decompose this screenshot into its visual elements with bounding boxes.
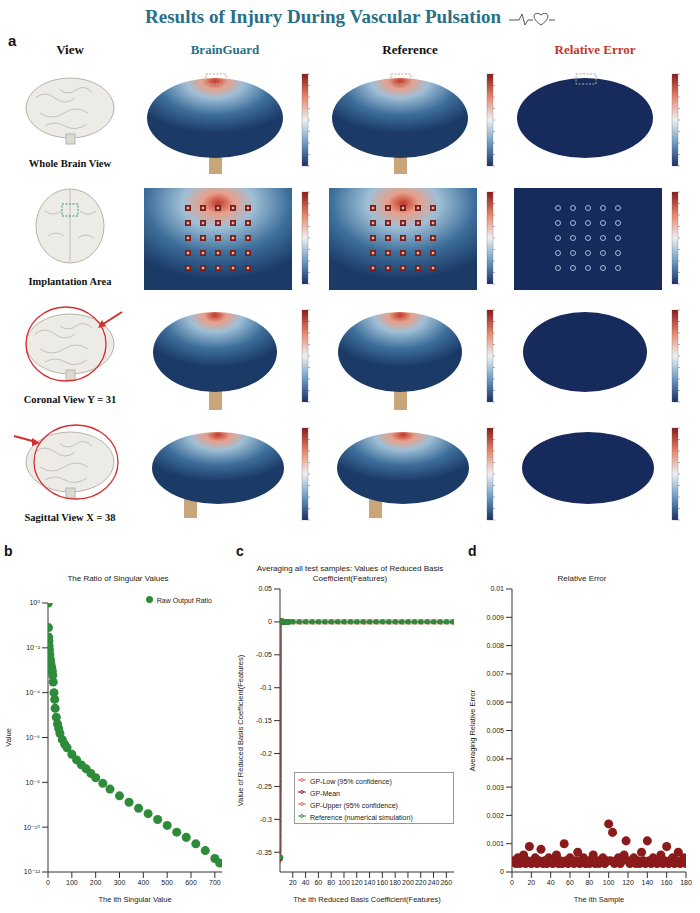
html-text:b: b: [4, 543, 13, 559]
html-text:Sagittal View X = 38: Sagittal View X = 38: [24, 512, 116, 523]
svg-text:180: 180: [389, 879, 401, 886]
html-text:Relative Error: Relative Error: [557, 574, 607, 583]
html-text:Relative Error: Relative Error: [554, 42, 636, 57]
svg-text:10⁻⁴: 10⁻⁴: [26, 689, 41, 696]
html-text:Coronal View Y = 31: Coronal View Y = 31: [23, 394, 117, 405]
html-text:Averaging all test samples: Va: Averaging all test samples: Values of Re…: [256, 564, 444, 583]
svg-text:0.05: 0.05: [258, 585, 272, 592]
html-text:View: View: [56, 42, 84, 57]
svg-text:0: 0: [500, 868, 504, 875]
svg-text:160: 160: [377, 879, 389, 886]
svg-text:120: 120: [622, 879, 634, 886]
svg-text:-0.35: -0.35: [256, 849, 272, 856]
svg-text:80: 80: [585, 879, 593, 886]
svg-text:The ith Reduced Basis Coeffici: The ith Reduced Basis Coefficient(Featur…: [293, 895, 441, 904]
html-text:BrainGuard: BrainGuard: [190, 42, 260, 57]
svg-text:0.006: 0.006: [486, 699, 504, 706]
html-text:GP-Low (95% confidence): GP-Low (95% confidence): [310, 778, 392, 785]
html-text:GP-Upper (95% confidence): GP-Upper (95% confidence): [310, 802, 398, 809]
svg-text:-0.15: -0.15: [256, 717, 272, 724]
svg-text:10⁻⁶: 10⁻⁶: [26, 734, 40, 741]
html-text:a: a: [8, 32, 17, 49]
svg-text:300: 300: [114, 879, 126, 886]
svg-text:0: 0: [46, 879, 50, 886]
svg-text:120: 120: [351, 879, 363, 886]
svg-text:0.004: 0.004: [486, 755, 504, 762]
svg-text:140: 140: [641, 879, 653, 886]
svg-text:The ith Sample: The ith Sample: [574, 895, 624, 904]
svg-text:160: 160: [661, 879, 673, 886]
svg-text:0.01: 0.01: [490, 585, 504, 592]
svg-text:100: 100: [66, 879, 78, 886]
html-text:Reference (numerical simulatio: Reference (numerical simulation): [310, 814, 413, 821]
svg-text:Value: Value: [4, 728, 13, 747]
svg-text:-0.1: -0.1: [260, 684, 272, 691]
svg-text:10⁻⁸: 10⁻⁸: [26, 779, 40, 786]
html-text:Implantation Area: Implantation Area: [28, 276, 112, 287]
html-text:d: d: [468, 543, 477, 559]
svg-text:0.009: 0.009: [486, 614, 504, 621]
svg-text:0.008: 0.008: [486, 642, 504, 649]
svg-text:20: 20: [527, 879, 535, 886]
html-text:Results of Injury During Vascu: Results of Injury During Vascular Pulsat…: [145, 6, 501, 27]
svg-text:40: 40: [302, 879, 310, 886]
html-text:Whole Brain View: Whole Brain View: [28, 158, 112, 169]
svg-text:60: 60: [566, 879, 574, 886]
svg-text:0.007: 0.007: [486, 670, 504, 677]
svg-text:140: 140: [364, 879, 376, 886]
svg-text:500: 500: [161, 879, 173, 886]
svg-text:-0.3: -0.3: [260, 816, 272, 823]
svg-text:0.005: 0.005: [486, 727, 504, 734]
svg-text:100: 100: [603, 879, 615, 886]
svg-text:Value of Reduced Basis Coeffic: Value of Reduced Basis Coefficient(Featu…: [236, 654, 245, 806]
svg-text:-0.2: -0.2: [260, 750, 272, 757]
svg-text:0: 0: [510, 879, 514, 886]
svg-text:10⁻²: 10⁻²: [26, 644, 40, 651]
svg-text:240: 240: [428, 879, 440, 886]
svg-text:10⁻¹⁰: 10⁻¹⁰: [23, 824, 40, 831]
svg-text:0.003: 0.003: [486, 784, 504, 791]
svg-text:10⁰: 10⁰: [29, 599, 40, 606]
svg-text:20: 20: [289, 879, 297, 886]
svg-text:-0.05: -0.05: [256, 651, 272, 658]
svg-text:600: 600: [185, 879, 197, 886]
svg-text:700: 700: [209, 879, 221, 886]
html-text:The Ratio of Singular Values: The Ratio of Singular Values: [67, 574, 169, 583]
html-text:Raw Output Ratio: Raw Output Ratio: [156, 597, 212, 604]
svg-text:80: 80: [327, 879, 335, 886]
svg-text:60: 60: [314, 879, 322, 886]
svg-text:260: 260: [440, 879, 452, 886]
svg-text:10⁻¹²: 10⁻¹²: [24, 868, 41, 875]
svg-text:180: 180: [680, 879, 692, 886]
svg-text:220: 220: [415, 879, 427, 886]
svg-text:200: 200: [90, 879, 102, 886]
svg-text:-0.25: -0.25: [256, 783, 272, 790]
svg-text:0.002: 0.002: [486, 812, 504, 819]
html-text:c: c: [236, 543, 244, 559]
svg-text:Averaging Relative Error: Averaging Relative Error: [468, 689, 477, 771]
svg-text:The ith Singular Value: The ith Singular Value: [98, 895, 171, 904]
svg-text:0: 0: [268, 618, 272, 625]
svg-text:100: 100: [338, 879, 350, 886]
svg-text:200: 200: [402, 879, 414, 886]
svg-text:40: 40: [547, 879, 555, 886]
svg-text:400: 400: [137, 879, 149, 886]
html-text:GP-Mean: GP-Mean: [310, 790, 340, 797]
svg-text:0.001: 0.001: [486, 840, 504, 847]
html-text:Reference: Reference: [382, 42, 438, 57]
